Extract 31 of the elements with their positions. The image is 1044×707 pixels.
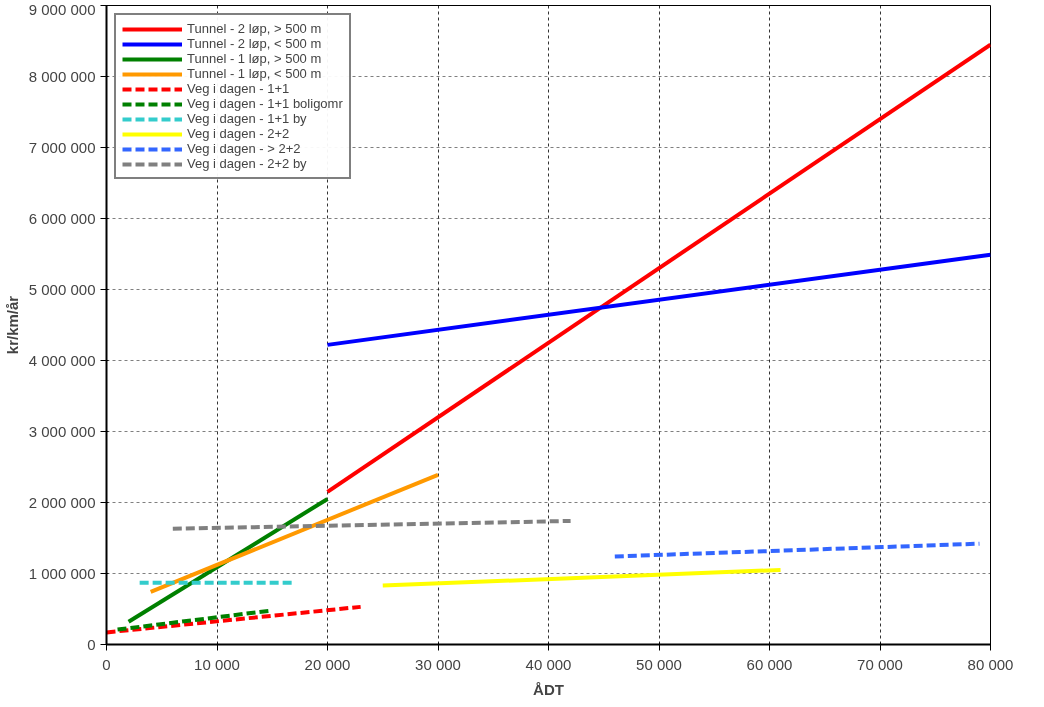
y-tick-label: 5 000 000 [28,281,96,298]
legend-label: Veg i dagen - 1+1 [187,81,290,96]
y-tick-label: 2 000 000 [28,494,96,511]
legend-label: Veg i dagen - 2+2 by [187,156,307,171]
y-tick-label: 1 000 000 [28,565,96,582]
x-tick-label: 30 000 [415,655,461,673]
y-tick-label: 7 000 000 [28,139,96,156]
y-tick-label: 9 000 000 [28,0,96,18]
y-axis-title: kr/km/år [3,295,21,355]
legend-label: Tunnel - 1 løp, < 500 m [187,66,322,81]
x-tick-label: 50 000 [636,655,682,673]
y-tick-label: 0 [87,636,96,653]
x-tick-label: 0 [102,655,111,673]
legend-label: Veg i dagen - > 2+2 [187,141,301,156]
x-tick-label: 80 000 [967,655,1014,673]
legend-label: Tunnel - 1 løp, > 500 m [187,51,322,66]
legend-label: Veg i dagen - 1+1 by [187,111,307,126]
legend-label: Veg i dagen - 2+2 [187,126,290,141]
legend-label: Veg i dagen - 1+1 boligomr [187,96,343,111]
legend-label: Tunnel - 2 løp, < 500 m [187,36,322,51]
y-tick-label: 4 000 000 [28,352,96,369]
x-tick-label: 10 000 [194,655,240,673]
x-tick-label: 20 000 [304,655,351,673]
y-tick-label: 8 000 000 [28,68,96,85]
legend-label: Tunnel - 2 løp, > 500 m [187,21,322,36]
x-axis-title: ÅDT [533,680,564,698]
x-tick-label: 40 000 [525,655,572,673]
y-tick-label: 3 000 000 [28,423,96,440]
y-tick-label: 6 000 000 [28,210,96,227]
x-tick-label: 60 000 [746,655,793,673]
x-tick-label: 70 000 [857,655,903,673]
